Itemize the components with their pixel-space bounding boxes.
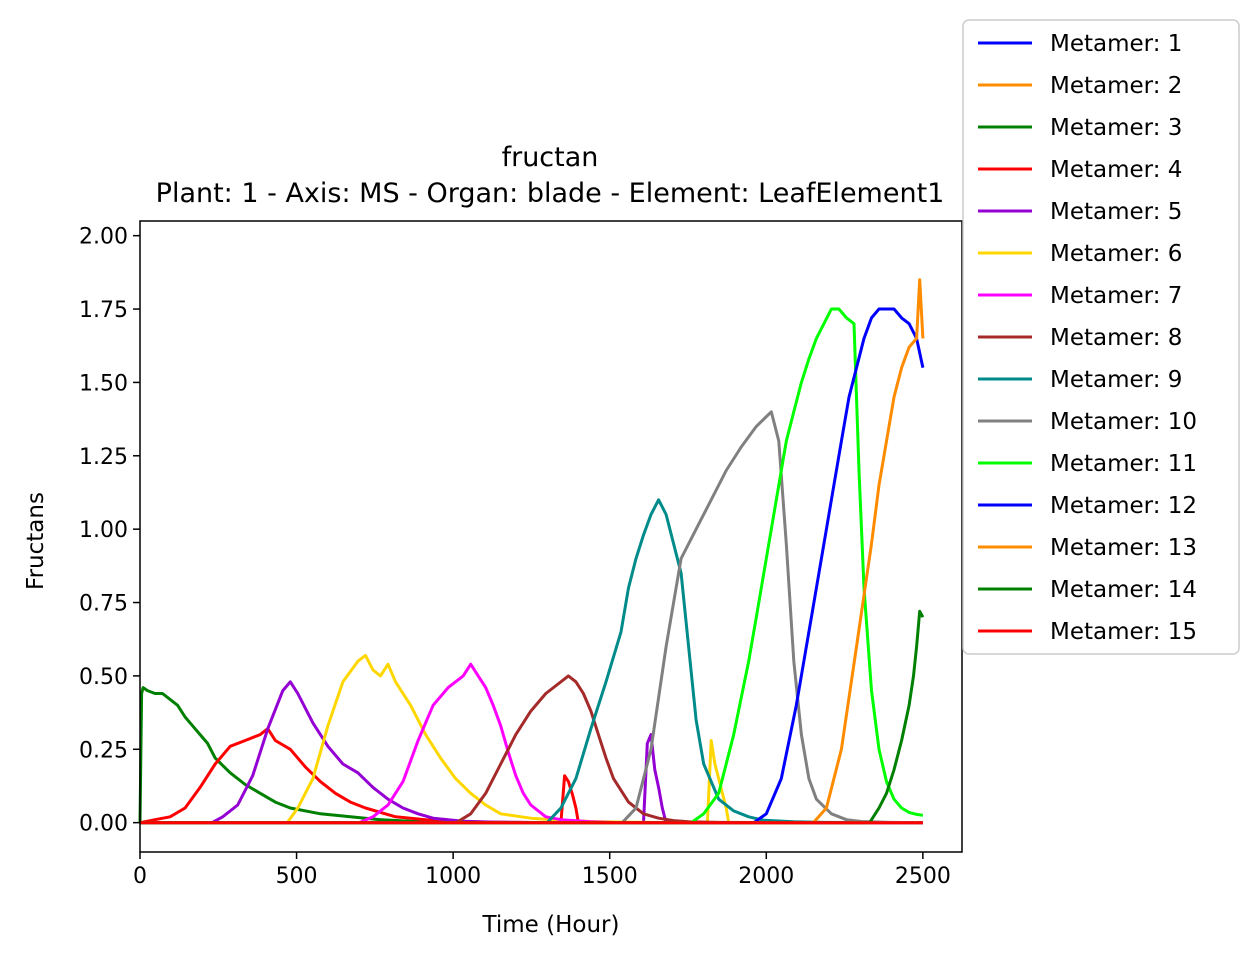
series-layer — [138, 278, 925, 825]
y-tick-label: 1.25 — [79, 445, 128, 470]
x-tick-label: 1500 — [582, 864, 638, 889]
legend: Metamer: 1 Metamer: 2 Metamer: 3 Metamer: 4… — [962, 19, 1240, 655]
x-tick-label: 2000 — [738, 864, 794, 889]
y-tick-label: 1.00 — [79, 518, 128, 543]
series-line-12 — [140, 307, 925, 825]
x-axis-ticks: 0 500 1000 1500 2000 2500 — [133, 852, 951, 889]
legend-label: Metamer: 10 — [1050, 409, 1197, 435]
series-line-13 — [140, 278, 925, 825]
legend-label: Metamer: 9 — [1050, 367, 1182, 393]
series-line-10 — [140, 410, 923, 825]
series-line-4 — [139, 727, 923, 825]
plot-frame — [139, 220, 963, 853]
y-axis-label: Fructans — [23, 492, 49, 590]
series-line-8 — [140, 674, 923, 825]
legend-label: Metamer: 13 — [1050, 535, 1197, 561]
legend-label: Metamer: 5 — [1050, 199, 1182, 225]
series-line-7 — [140, 662, 923, 825]
y-tick-label: 0.50 — [79, 665, 128, 690]
legend-label: Metamer: 3 — [1050, 115, 1182, 141]
series-line-11 — [140, 307, 924, 825]
x-tick-label: 1000 — [425, 864, 481, 889]
legend-label: Metamer: 15 — [1050, 619, 1197, 645]
y-tick-label: 0.00 — [79, 812, 128, 837]
y-tick-label: 1.50 — [79, 371, 128, 396]
series-line-14 — [140, 609, 925, 825]
series-line-9 — [140, 498, 923, 825]
x-tick-label: 2500 — [895, 864, 951, 889]
legend-label: Metamer: 4 — [1050, 157, 1182, 183]
y-axis-ticks: 0.00 0.25 0.50 0.75 1.00 1.25 1.50 1.75 2.00 — [79, 225, 140, 837]
y-tick-label: 0.75 — [79, 592, 128, 617]
legend-label: Metamer: 11 — [1050, 451, 1197, 477]
x-tick-label: 0 — [133, 864, 147, 889]
legend-frame — [962, 19, 1240, 655]
series-line-6 — [140, 653, 923, 825]
legend-label: Metamer: 6 — [1050, 241, 1182, 267]
legend-label: Metamer: 7 — [1050, 283, 1182, 309]
y-tick-label: 0.25 — [79, 738, 128, 763]
legend-label: Metamer: 12 — [1050, 493, 1197, 519]
chart-subtitle: Plant: 1 - Axis: MS - Organ: blade - Ele… — [156, 178, 945, 209]
x-tick-label: 500 — [276, 864, 318, 889]
y-tick-label: 2.00 — [79, 225, 128, 250]
y-tick-label: 1.75 — [79, 298, 128, 323]
legend-label: Metamer: 1 — [1050, 31, 1182, 57]
series-line-5 — [140, 680, 923, 825]
legend-label: Metamer: 14 — [1050, 577, 1197, 603]
legend-items: Metamer: 1 Metamer: 2 Metamer: 3 Metamer: 4… — [978, 31, 1197, 645]
legend-label: Metamer: 8 — [1050, 325, 1182, 351]
x-axis-label: Time (Hour) — [482, 912, 620, 938]
legend-label: Metamer: 2 — [1050, 73, 1182, 99]
chart-title: fructan — [502, 142, 599, 173]
